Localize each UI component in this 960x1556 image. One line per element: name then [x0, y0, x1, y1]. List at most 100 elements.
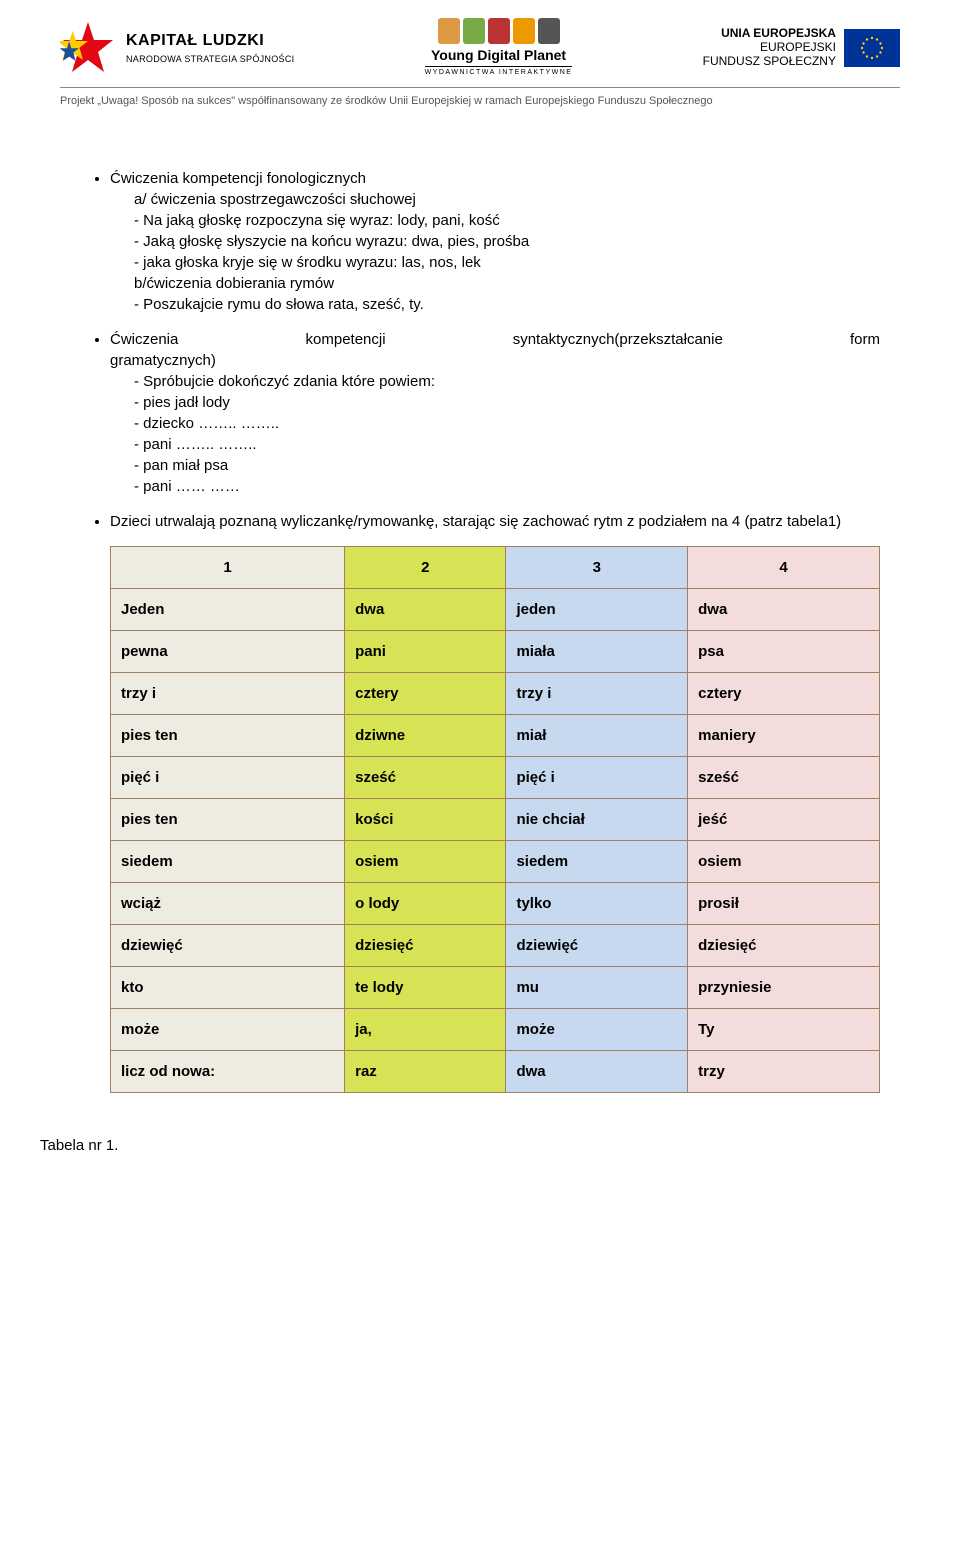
table-row: Jedendwajedendwa [111, 588, 880, 630]
table-cell: pies ten [111, 798, 345, 840]
table-cell: dziewięć [506, 924, 688, 966]
table-col-header: 3 [506, 546, 688, 588]
table-header-row: 1234 [111, 546, 880, 588]
b2-5: - pan miał psa [134, 455, 880, 476]
table-cell: maniery [688, 714, 880, 756]
b1-a: a/ ćwiczenia spostrzegawczości słuchowej [134, 189, 880, 210]
b2-sub: - Spróbujcie dokończyć zdania które powi… [110, 371, 880, 497]
table-cell: siedem [111, 840, 345, 882]
table-cell: sześć [688, 756, 880, 798]
table-cell: kto [111, 966, 345, 1008]
logo-kapital-ludzki: KAPITAŁ LUDZKI NARODOWA STRATEGIA SPÓJNO… [60, 20, 294, 76]
b2-ta: Ćwiczenia [110, 329, 178, 350]
table-row: licz od nowa:razdwatrzy [111, 1050, 880, 1092]
table-cell: trzy i [506, 672, 688, 714]
table-cell: osiem [345, 840, 506, 882]
b1-title: Ćwiczenia kompetencji fonologicznych [110, 170, 366, 187]
table-body: Jedendwajedendwapewnapanimiałapsatrzy ic… [111, 588, 880, 1092]
table-cell: jeden [506, 588, 688, 630]
table-cell: raz [345, 1050, 506, 1092]
table-cell: może [111, 1008, 345, 1050]
table-cell: wciąż [111, 882, 345, 924]
table-col-header: 2 [345, 546, 506, 588]
b3-text: Dzieci utrwalają poznaną wyliczankę/rymo… [110, 511, 880, 532]
b1-sub: a/ ćwiczenia spostrzegawczości słuchowej… [110, 189, 880, 315]
ydp-title: Young Digital Planet [425, 46, 573, 66]
b1-b: b/ćwiczenia dobierania rymów [134, 273, 880, 294]
table-wrap: 1234 Jedendwajedendwapewnapanimiałapsatr… [110, 546, 880, 1093]
table-cell: pies ten [111, 714, 345, 756]
table-cell: pięć i [111, 756, 345, 798]
table-cell: pięć i [506, 756, 688, 798]
table-cell: pewna [111, 630, 345, 672]
logo-ydp: Young Digital Planet WYDAWNICTWA INTERAK… [425, 18, 573, 77]
b1-a3: - jaka głoska kryje się w środku wyrazu:… [134, 252, 880, 273]
bullet-3: Dzieci utrwalają poznaną wyliczankę/rymo… [110, 511, 880, 1093]
table-cell: przyniesie [688, 966, 880, 1008]
table-cell: dziesięć [345, 924, 506, 966]
b2-6: - pani …… …… [134, 476, 880, 497]
b2-tb: kompetencji [306, 329, 386, 350]
table-cell: dziewięć [111, 924, 345, 966]
table-cell: osiem [688, 840, 880, 882]
table-cell: licz od nowa: [111, 1050, 345, 1092]
table-row: pewnapanimiałapsa [111, 630, 880, 672]
table-cell: Jeden [111, 588, 345, 630]
eu-l2: EUROPEJSKI [703, 41, 836, 55]
b1-a1: - Na jaką głoskę rozpoczyna się wyraz: l… [134, 210, 880, 231]
table-cell: dwa [506, 1050, 688, 1092]
b1-a2: - Jaką głoskę słyszycie na końcu wyrazu:… [134, 231, 880, 252]
ydp-sub: WYDAWNICTWA INTERAKTYWNE [425, 66, 573, 78]
table-row: możeja,możeTy [111, 1008, 880, 1050]
eu-l3: FUNDUSZ SPOŁECZNY [703, 55, 836, 69]
main-content: Ćwiczenia kompetencji fonologicznych a/ … [0, 110, 960, 1127]
table-cell: te lody [345, 966, 506, 1008]
table-cell: trzy [688, 1050, 880, 1092]
star-icon [60, 20, 116, 76]
table-row: ktote lodymuprzyniesie [111, 966, 880, 1008]
bullet-2: Ćwiczenia kompetencji syntaktycznych(prz… [110, 329, 880, 497]
eu-text: UNIA EUROPEJSKA EUROPEJSKI FUNDUSZ SPOŁE… [703, 27, 836, 68]
table-row: dziewięćdziesięćdziewięćdziesięć [111, 924, 880, 966]
table-cell: prosił [688, 882, 880, 924]
b2-3: - dziecko …….. …….. [134, 413, 880, 434]
eu-flag-icon [844, 29, 900, 67]
table-cell: kości [345, 798, 506, 840]
b2-1: - Spróbujcie dokończyć zdania które powi… [134, 371, 880, 392]
kapital-sub: NARODOWA STRATEGIA SPÓJNOŚCI [126, 53, 294, 66]
table-cell: może [506, 1008, 688, 1050]
table-cell: sześć [345, 756, 506, 798]
table-row: pies tendziwnemiałmaniery [111, 714, 880, 756]
kapital-title: KAPITAŁ LUDZKI [126, 30, 294, 52]
table-cell: ja, [345, 1008, 506, 1050]
bullet-1: Ćwiczenia kompetencji fonologicznych a/ … [110, 168, 880, 315]
table-col-header: 4 [688, 546, 880, 588]
eu-l1: UNIA EUROPEJSKA [703, 27, 836, 41]
table-row: pies tenkościnie chciałjeść [111, 798, 880, 840]
table-row: siedemosiemsiedemosiem [111, 840, 880, 882]
table-col-header: 1 [111, 546, 345, 588]
b2-tc: syntaktycznych(przekształcanie [513, 329, 723, 350]
b2-td: form [850, 329, 880, 350]
table-cell: nie chciał [506, 798, 688, 840]
table-cell: trzy i [111, 672, 345, 714]
table-row: wciążo lodytylkoprosił [111, 882, 880, 924]
b2-2: - pies jadł lody [134, 392, 880, 413]
b2-te: gramatycznych) [110, 350, 880, 371]
ydp-icons [425, 18, 573, 44]
table-cell: dziesięć [688, 924, 880, 966]
rhyme-table: 1234 Jedendwajedendwapewnapanimiałapsatr… [110, 546, 880, 1093]
table-cell: dwa [688, 588, 880, 630]
table-cell: Ty [688, 1008, 880, 1050]
table-cell: siedem [506, 840, 688, 882]
project-line: Projekt „Uwaga! Sposób na sukces" współf… [0, 88, 960, 109]
b2-4: - pani …….. …….. [134, 434, 880, 455]
table-cell: jeść [688, 798, 880, 840]
page-header: KAPITAŁ LUDZKI NARODOWA STRATEGIA SPÓJNO… [0, 0, 960, 81]
b2-title-row: Ćwiczenia kompetencji syntaktycznych(prz… [110, 329, 880, 350]
b1-b1: - Poszukajcie rymu do słowa rata, sześć,… [134, 294, 880, 315]
table-cell: mu [506, 966, 688, 1008]
table-cell: pani [345, 630, 506, 672]
table-caption: Tabela nr 1. [0, 1135, 960, 1156]
kapital-text: KAPITAŁ LUDZKI NARODOWA STRATEGIA SPÓJNO… [126, 30, 294, 65]
